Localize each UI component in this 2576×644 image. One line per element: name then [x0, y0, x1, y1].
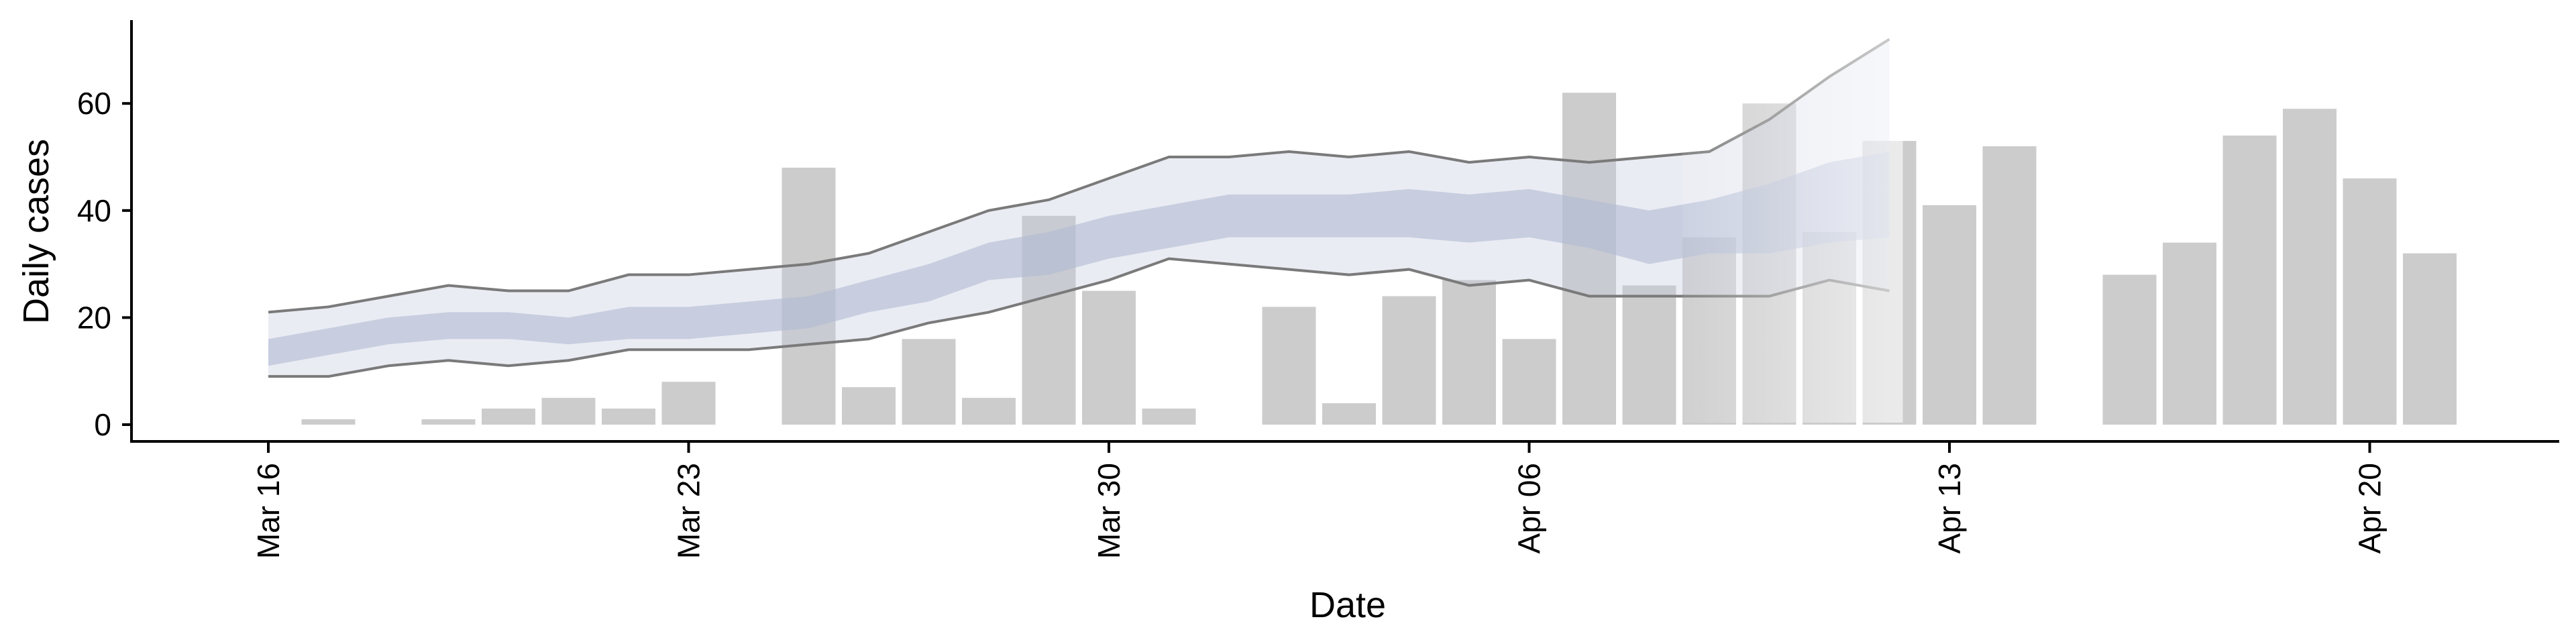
bar — [1442, 280, 1496, 425]
bar — [541, 398, 596, 425]
bar — [842, 387, 896, 425]
bar — [1382, 296, 1436, 425]
axes — [130, 20, 2559, 443]
bar — [1322, 403, 1376, 425]
x-tick-label: Mar 16 — [251, 463, 286, 559]
x-ticks: Mar 16 Mar 23 Mar 30 Apr 06 Apr 13 Apr 20 — [251, 443, 2387, 559]
bar — [1262, 307, 1316, 425]
upper-interval-line — [268, 38, 1890, 314]
y-ticks: 0 20 40 60 — [77, 86, 131, 442]
x-tick-label: Apr 13 — [1932, 463, 1967, 554]
bar — [1142, 409, 1196, 425]
lower-interval-line — [268, 257, 1890, 378]
bar — [902, 339, 956, 425]
recent-fade-overlay — [1682, 27, 1903, 423]
bar — [2283, 109, 2337, 425]
inner-interval-area — [268, 152, 1890, 366]
y-tick-label: 40 — [77, 193, 111, 228]
bar — [1622, 285, 1676, 425]
bar — [1923, 205, 1976, 425]
bar — [1082, 290, 1136, 425]
y-axis-title: Daily cases — [16, 139, 56, 324]
outer-interval-area — [268, 39, 1890, 377]
bar — [2403, 253, 2457, 425]
bar — [2163, 242, 2216, 425]
projection-band — [268, 27, 1903, 423]
x-axis-title: Date — [1309, 585, 1386, 625]
bar — [482, 409, 535, 425]
y-tick-label: 20 — [77, 300, 111, 335]
bar — [2222, 136, 2277, 425]
x-tick-label: Mar 23 — [672, 463, 706, 559]
x-tick-label: Apr 06 — [1512, 463, 1547, 554]
y-tick-label: 60 — [77, 86, 111, 121]
x-tick-label: Apr 20 — [2353, 463, 2387, 554]
bar — [602, 409, 655, 425]
y-tick-label: 0 — [94, 407, 111, 442]
bar — [1502, 339, 1556, 425]
x-tick-label: Mar 30 — [1091, 463, 1126, 559]
bar — [421, 419, 476, 425]
bar — [1562, 93, 1616, 425]
bar — [301, 419, 356, 425]
bar — [661, 382, 716, 425]
bar — [2343, 178, 2397, 425]
bar — [1982, 146, 2037, 425]
bar — [962, 398, 1016, 425]
bar — [2102, 274, 2157, 425]
